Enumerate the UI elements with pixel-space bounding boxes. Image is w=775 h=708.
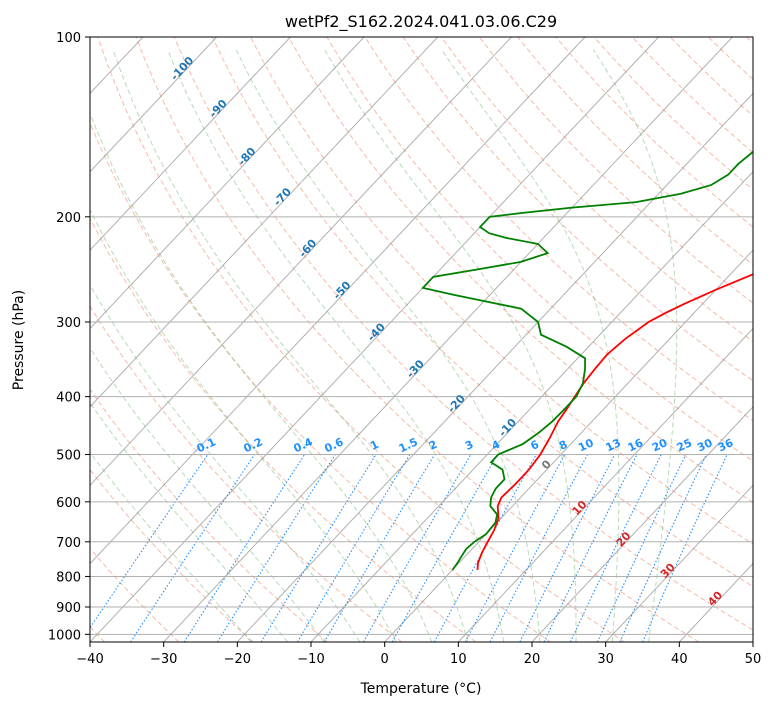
dry-adiabat-line bbox=[402, 37, 753, 382]
y-axis-label: Pressure (hPa) bbox=[11, 290, 27, 390]
y-tick-label: 500 bbox=[56, 449, 81, 464]
dry-adiabat-line bbox=[440, 37, 753, 343]
mixing-ratio-line bbox=[323, 454, 436, 642]
moist-adiabat-line bbox=[324, 49, 577, 642]
y-tick-label: 900 bbox=[56, 601, 81, 616]
x-tick-label: −10 bbox=[297, 652, 324, 667]
y-tick-label: 300 bbox=[56, 316, 81, 331]
dry-adiabat-line bbox=[97, 37, 625, 642]
mixing-ratio-line bbox=[433, 454, 537, 642]
temperature-profile-line bbox=[476, 273, 753, 570]
x-tick-label: −20 bbox=[224, 652, 251, 667]
x-tick-label: 20 bbox=[524, 652, 541, 667]
plot-frame bbox=[89, 36, 754, 643]
y-tick-label: 1000 bbox=[48, 628, 81, 643]
y-tick-label: 700 bbox=[56, 536, 81, 551]
isotherm-line bbox=[752, 641, 753, 642]
mixing-ratio-label: 10 bbox=[576, 436, 596, 454]
dry-adiabat-line bbox=[90, 121, 551, 642]
isotherm-line bbox=[457, 327, 753, 642]
isotherm-line bbox=[531, 406, 753, 642]
mixing-ratio-line bbox=[596, 454, 687, 642]
mixing-ratio-label: 20 bbox=[650, 436, 670, 454]
y-tick-label: 600 bbox=[56, 496, 81, 511]
mixing-ratio-line bbox=[519, 454, 616, 642]
y-tick-label: 400 bbox=[56, 391, 81, 406]
mixing-ratio-label: 25 bbox=[675, 436, 694, 454]
isotherm-line bbox=[90, 37, 291, 251]
moist-adiabat-line bbox=[90, 284, 361, 642]
mixing-ratio-line bbox=[183, 454, 306, 642]
moist-adiabat-line bbox=[441, 49, 620, 642]
moist-adiabat-line bbox=[90, 111, 433, 642]
y-axis: 100 200 300 400 500 600 700 800 900 1000 bbox=[48, 31, 90, 643]
isotherm-line bbox=[236, 92, 753, 642]
mixing-ratio-labels: 0.1 0.2 0.4 0.6 1 1.5 2 3 4 6 8 10 13 16 20 25 30 36 bbox=[195, 435, 736, 455]
pressure-gridlines bbox=[90, 37, 753, 635]
dry-adiabat-line bbox=[211, 37, 753, 588]
mixing-ratio-line bbox=[297, 454, 411, 642]
x-tick-label: −40 bbox=[76, 652, 103, 667]
mixing-ratio-line bbox=[391, 454, 498, 642]
mixing-ratio-line bbox=[90, 454, 209, 629]
mixing-ratio-line bbox=[569, 454, 662, 642]
dry-adiabat-line bbox=[90, 547, 180, 642]
isotherm-line bbox=[90, 37, 660, 642]
moist-adiabat-line bbox=[112, 49, 469, 642]
x-tick-label: 50 bbox=[745, 652, 762, 667]
plot-area: -100-90-80-70-60-50-40-30-20-10010203040… bbox=[90, 37, 753, 642]
x-tick-label: 30 bbox=[597, 652, 614, 667]
x-tick-label: 0 bbox=[381, 652, 389, 667]
y-tick-label: 800 bbox=[56, 570, 81, 585]
moist-adiabat-line bbox=[592, 49, 678, 642]
mixing-ratio-line bbox=[543, 454, 638, 642]
profiles bbox=[421, 150, 753, 571]
isotherm-line bbox=[90, 37, 218, 173]
chart-title: wetPf2_S162.2024.041.03.06.C29 bbox=[285, 12, 557, 32]
isotherm-line bbox=[90, 37, 439, 408]
y-tick-label: 200 bbox=[56, 211, 81, 226]
mixing-ratio-label: 30 bbox=[695, 436, 715, 454]
mixing-ratio-line bbox=[619, 454, 707, 642]
moist-adiabat-line bbox=[90, 451, 252, 642]
x-axis: −40 −30 −20 −10 0 10 20 30 40 50 bbox=[76, 642, 761, 667]
x-axis-label: Temperature (°C) bbox=[360, 681, 482, 697]
dry-adiabat-line bbox=[173, 37, 753, 631]
moist-adiabat-line bbox=[90, 401, 288, 642]
isotherm-line bbox=[163, 37, 733, 642]
mixing-ratio-label: 13 bbox=[604, 436, 623, 454]
mixing-ratio-label: 16 bbox=[626, 436, 646, 454]
dry-adiabat-line bbox=[90, 468, 254, 642]
dewpoint-profile-line bbox=[421, 150, 753, 571]
mixing-ratio-line bbox=[642, 454, 728, 642]
moist-adiabat-line bbox=[167, 49, 505, 642]
isotherm-line bbox=[90, 37, 512, 487]
x-tick-label: 40 bbox=[671, 652, 688, 667]
isotherm-line bbox=[384, 249, 753, 642]
mixing-ratio-line bbox=[362, 454, 472, 642]
moist-adiabat-line bbox=[90, 208, 397, 642]
isotherm-line bbox=[90, 37, 365, 330]
background-lines bbox=[90, 37, 753, 642]
y-tick-label: 100 bbox=[56, 31, 81, 46]
dry-adiabat-line bbox=[90, 388, 328, 642]
dry-adiabat-line bbox=[135, 37, 700, 642]
isotherm-line bbox=[90, 37, 586, 565]
dry-adiabat-line bbox=[326, 37, 753, 462]
x-tick-label: −30 bbox=[150, 652, 177, 667]
mixing-ratio-label: 36 bbox=[716, 436, 736, 454]
moist-adiabat-line bbox=[90, 346, 325, 642]
dry-adiabat-line bbox=[90, 217, 477, 642]
x-tick-label: 10 bbox=[450, 652, 467, 667]
dry-adiabat-line bbox=[250, 37, 753, 545]
isotherm-line bbox=[605, 484, 753, 642]
isotherm-line bbox=[310, 171, 753, 642]
mixing-ratio-line bbox=[130, 454, 256, 642]
moist-adiabat-line bbox=[235, 49, 541, 642]
